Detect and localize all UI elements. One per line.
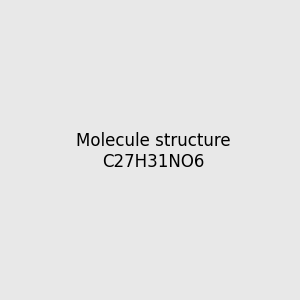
Text: Molecule structure
C27H31NO6: Molecule structure C27H31NO6 [76,132,231,171]
